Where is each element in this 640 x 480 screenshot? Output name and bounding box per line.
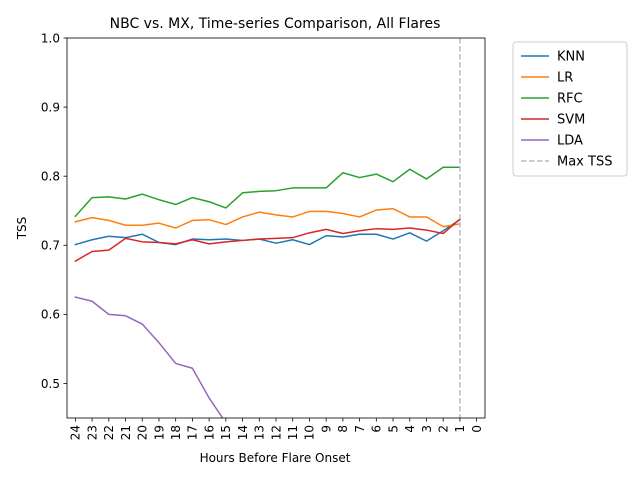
y-tick-label: 0.9 — [41, 100, 60, 114]
y-tick-label: 0.6 — [41, 308, 60, 322]
plot-frame — [66, 37, 486, 419]
legend: KNN LR RFC SVM LDA Max TSS — [512, 41, 628, 177]
legend-label-max-tss: Max TSS — [557, 155, 612, 170]
legend-label-lda: LDA — [557, 134, 583, 149]
legend-label-rfc: RFC — [557, 92, 583, 107]
series-line-lr — [74, 207, 461, 229]
plot-area — [66, 37, 486, 419]
legend-label-svm: SVM — [557, 113, 585, 128]
x-tick-label: 7 — [353, 425, 367, 433]
x-tick-label: 3 — [420, 425, 434, 433]
x-tick-label: 19 — [152, 425, 166, 440]
series-line-knn — [74, 218, 461, 246]
series-lines — [74, 166, 461, 418]
y-tick-label: 0.8 — [41, 169, 60, 183]
y-tick-label: 1.0 — [41, 31, 60, 45]
series-line-svm — [74, 217, 461, 263]
x-tick-label: 16 — [202, 425, 216, 440]
x-tick-label: 21 — [119, 425, 133, 440]
x-tick-label: 10 — [303, 425, 317, 440]
y-tick-label: 0.7 — [41, 239, 60, 253]
series-line-lda — [74, 296, 224, 418]
x-tick-label: 9 — [319, 425, 333, 433]
x-tick-label: 18 — [169, 425, 183, 440]
y-tick-label: 0.5 — [41, 377, 60, 391]
axis-ticks: 0.50.60.70.80.91.024 23 22 21 20 19 18 17 16 15 14… — [41, 31, 484, 440]
legend-box — [512, 41, 628, 177]
x-tick-label: 22 — [102, 425, 116, 440]
x-tick-label: 1 — [453, 425, 467, 433]
x-tick-label: 11 — [286, 425, 300, 440]
chart-title: NBC vs. MX, Time-series Comparison, All … — [110, 16, 441, 32]
legend-label-lr: LR — [557, 71, 573, 86]
x-tick-label: 24 — [69, 425, 83, 440]
x-tick-label: 13 — [253, 425, 267, 440]
y-axis-title: TSS — [15, 217, 29, 241]
x-tick-label: 8 — [336, 425, 350, 433]
x-tick-label: 4 — [403, 425, 417, 433]
x-tick-label: 2 — [437, 425, 451, 433]
x-tick-label: 12 — [269, 425, 283, 440]
x-tick-label: 14 — [236, 425, 250, 440]
x-tick-label: 15 — [219, 425, 233, 440]
x-tick-label: 0 — [470, 425, 484, 433]
x-tick-label: 6 — [370, 425, 384, 433]
x-tick-label: 23 — [85, 425, 99, 440]
series-line-rfc — [74, 166, 461, 218]
x-tick-label: 5 — [386, 425, 400, 433]
legend-label-knn: KNN — [557, 50, 585, 65]
x-axis-title: Hours Before Flare Onset — [200, 451, 351, 465]
x-tick-label: 17 — [186, 425, 200, 440]
x-tick-label: 20 — [136, 425, 150, 440]
